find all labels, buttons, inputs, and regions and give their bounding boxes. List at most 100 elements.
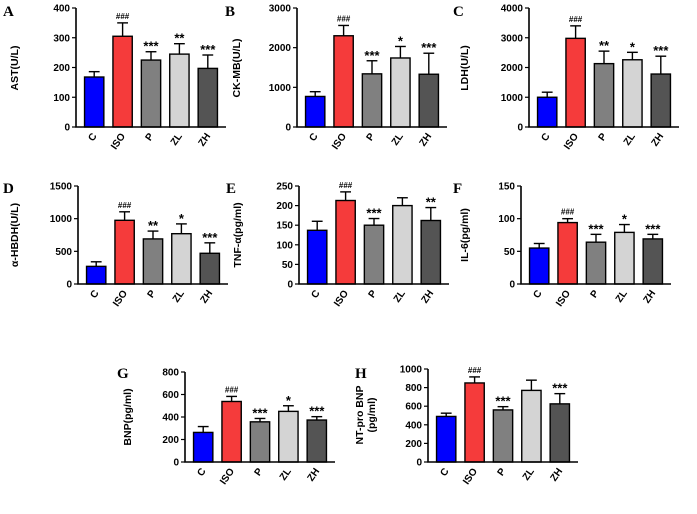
category-label: ZH (642, 288, 659, 305)
category-label: P (496, 466, 509, 478)
y-tick-label: 500 (55, 247, 72, 258)
significance-marker: ** (174, 31, 185, 46)
significance-marker: *** (252, 405, 268, 420)
y-axis-label: BNP(pg/ml) (122, 388, 134, 445)
bar-c (536, 96, 558, 128)
bar-zh (549, 403, 571, 463)
panel-label: G (117, 366, 129, 382)
y-tick-label: 800 (162, 368, 179, 379)
bar-zh (306, 419, 328, 463)
significance-marker: *** (421, 40, 437, 55)
bar-p (142, 238, 164, 285)
y-tick-label: 1000 (269, 83, 292, 94)
y-tick-label: 0 (509, 280, 515, 291)
bar-zl (521, 389, 542, 463)
axes (75, 8, 226, 128)
bar-iso (333, 35, 354, 128)
significance-marker: ### (118, 201, 132, 210)
axes (520, 186, 671, 285)
panel-label: C (453, 4, 464, 20)
significance-marker: *** (364, 48, 380, 63)
y-tick-label: 0 (416, 458, 422, 469)
y-tick-label: 0 (173, 458, 179, 469)
y-tick-label: 100 (498, 214, 515, 225)
panel-label: A (3, 4, 14, 20)
panel-g: G BNP(pg/ml) 0 200 400 600 800 C ### ISO *** P * ZL **… (117, 366, 335, 487)
category-label: ISO (461, 466, 480, 487)
category-label: ZH (420, 288, 437, 305)
significance-marker: *** (645, 221, 661, 236)
y-tick-label: 150 (498, 182, 515, 193)
bar-iso (221, 400, 242, 463)
y-axis-label: LDH(U/L) (459, 45, 471, 91)
category-label: ZH (549, 466, 566, 483)
panel-d: Dα-HBDH(U/L) 0 500 1000 1500 C ### ISO ** P * ZL ***… (3, 181, 228, 309)
category-label: C (309, 288, 322, 300)
y-tick-label: 100 (276, 240, 293, 251)
y-tick-label: 100 (53, 93, 70, 104)
bar-p (492, 409, 514, 463)
significance-marker: ### (225, 385, 239, 394)
bar-zl (278, 410, 299, 463)
bar-p (593, 62, 615, 128)
bar-c (306, 229, 328, 285)
y-axis-label: NT-pro BNP (354, 386, 366, 445)
bar-zh (642, 238, 664, 285)
category-label: P (597, 131, 610, 143)
significance-marker: *** (309, 404, 325, 419)
bar-iso (464, 382, 485, 463)
significance-marker: ** (426, 195, 437, 210)
panel-label: E (226, 181, 236, 197)
y-axis-label: α-HBDH(U/L) (9, 203, 21, 267)
bar-p (249, 421, 271, 463)
significance-marker: *** (552, 381, 568, 396)
category-label: ZH (197, 131, 214, 148)
axes (528, 8, 679, 128)
y-tick-label: 200 (276, 201, 293, 212)
panel-a: A AST(U/L) 0 100 200 300 400 C ### ISO *** P ** ZL ***… (3, 4, 226, 152)
category-label: P (367, 288, 380, 300)
bar-c (192, 431, 214, 463)
bar-iso (565, 37, 586, 128)
category-label: P (144, 131, 157, 143)
y-tick-label: 4000 (501, 4, 524, 15)
significance-marker: ### (569, 15, 583, 24)
bar-iso (114, 219, 135, 285)
category-label: ISO (330, 131, 349, 152)
significance-marker: *** (202, 230, 218, 245)
significance-marker: * (286, 393, 292, 408)
bar-iso (557, 221, 578, 285)
significance-marker: ### (116, 12, 130, 21)
category-label: ISO (554, 288, 573, 309)
category-label: ZH (306, 466, 323, 483)
y-axis-label: TNF-α(pg/ml) (232, 202, 244, 267)
category-label: C (88, 288, 101, 300)
category-label: ZH (199, 288, 216, 305)
category-label: C (438, 466, 451, 478)
bar-c (304, 95, 326, 128)
y-tick-label: 3000 (501, 33, 524, 44)
significance-marker: *** (495, 394, 511, 409)
axes (77, 186, 228, 285)
bar-iso (112, 35, 133, 128)
category-label: C (195, 466, 208, 478)
y-tick-label: 150 (276, 221, 293, 232)
significance-marker: *** (588, 221, 604, 236)
significance-marker: ** (148, 218, 159, 233)
y-tick-label: 300 (53, 33, 70, 44)
category-label: C (539, 131, 552, 143)
category-label: P (365, 131, 378, 143)
bar-c (85, 265, 107, 285)
significance-marker: ** (599, 38, 610, 53)
significance-marker: ### (468, 366, 482, 375)
y-tick-label: 250 (276, 182, 293, 193)
significance-marker: * (622, 212, 628, 227)
bar-zh (650, 73, 672, 128)
significance-marker: *** (200, 42, 216, 57)
significance-marker: * (398, 33, 404, 48)
category-label: C (307, 131, 320, 143)
y-tick-label: 1000 (501, 93, 524, 104)
category-label: C (86, 131, 99, 143)
bar-zh (420, 219, 442, 285)
